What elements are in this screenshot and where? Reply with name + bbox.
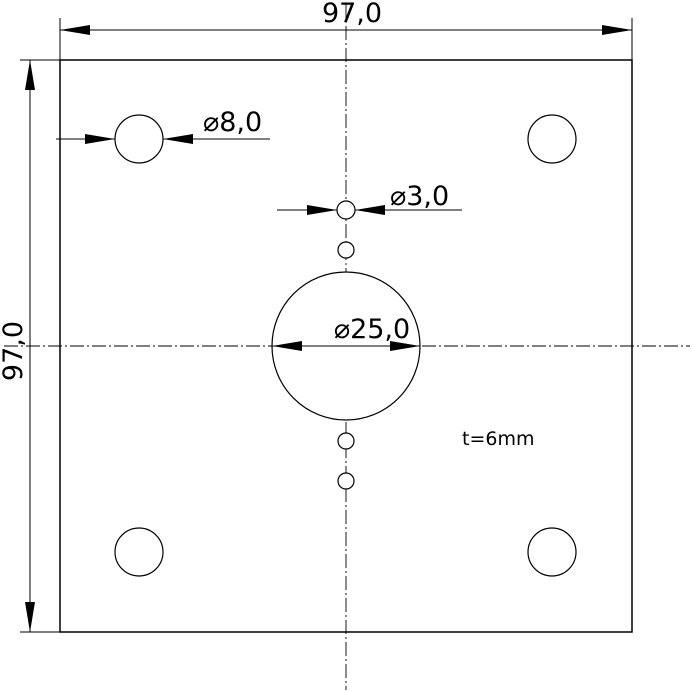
- arrow-head-mounting-left: [85, 134, 115, 144]
- thickness-note: t=6mm: [462, 428, 534, 450]
- arrow-head-center-right: [390, 341, 420, 351]
- small-hole-diameter-label: ⌀3,0: [390, 181, 449, 212]
- small-hole-dimension: ⌀3,0: [277, 181, 462, 215]
- arrow-head-right: [602, 25, 632, 35]
- small-hole-3: [337, 432, 355, 450]
- arrow-head-center-left: [272, 341, 302, 351]
- mounting-hole-top-right: [527, 114, 577, 164]
- arrow-head-top: [25, 60, 35, 90]
- plate-outline: [59, 59, 633, 633]
- width-label: 97,0: [322, 0, 382, 29]
- center-hole-diameter-label: ⌀25,0: [334, 314, 410, 345]
- arrow-head-mounting-right: [163, 134, 193, 144]
- small-hole-2: [337, 241, 355, 259]
- small-hole-4: [337, 472, 355, 490]
- height-label: 97,0: [0, 321, 29, 381]
- height-dimension: 97,0: [0, 59, 60, 633]
- mounting-hole-bottom-left: [114, 527, 164, 577]
- arrow-head-bottom: [25, 602, 35, 632]
- mounting-hole-dimension: ⌀8,0: [56, 107, 270, 144]
- mounting-hole-diameter-label: ⌀8,0: [203, 107, 262, 138]
- arrow-head-left: [60, 25, 90, 35]
- small-hole-1: [336, 200, 356, 220]
- center-hole-dimension: ⌀25,0: [272, 314, 420, 351]
- mounting-hole-top-left: [114, 114, 164, 164]
- arrow-head-small-left: [307, 205, 337, 215]
- mounting-hole-bottom-right: [527, 527, 577, 577]
- width-dimension: 97,0: [59, 0, 633, 60]
- arrow-head-small-right: [355, 205, 385, 215]
